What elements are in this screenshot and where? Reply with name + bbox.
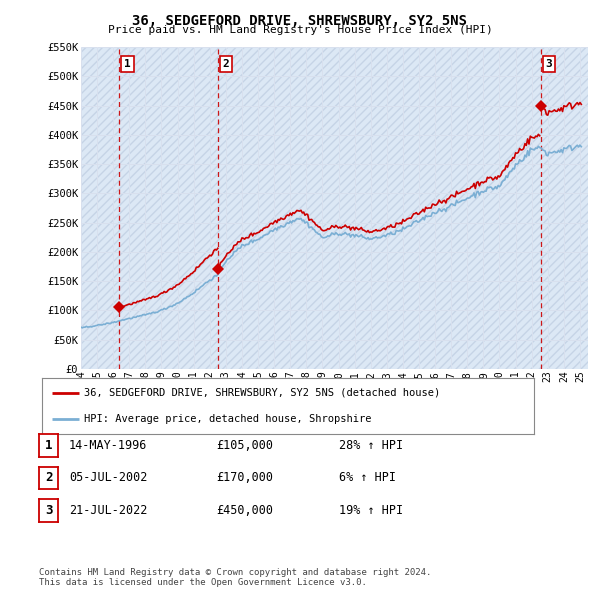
- Text: 21-JUL-2022: 21-JUL-2022: [69, 504, 148, 517]
- Text: 1: 1: [45, 439, 52, 452]
- Text: £450,000: £450,000: [216, 504, 273, 517]
- Text: £170,000: £170,000: [216, 471, 273, 484]
- Text: 36, SEDGEFORD DRIVE, SHREWSBURY, SY2 5NS (detached house): 36, SEDGEFORD DRIVE, SHREWSBURY, SY2 5NS…: [84, 388, 440, 398]
- Text: 19% ↑ HPI: 19% ↑ HPI: [339, 504, 403, 517]
- Text: 2: 2: [223, 59, 230, 69]
- Text: 36, SEDGEFORD DRIVE, SHREWSBURY, SY2 5NS: 36, SEDGEFORD DRIVE, SHREWSBURY, SY2 5NS: [133, 14, 467, 28]
- Text: £105,000: £105,000: [216, 439, 273, 452]
- Text: Price paid vs. HM Land Registry's House Price Index (HPI): Price paid vs. HM Land Registry's House …: [107, 25, 493, 35]
- Text: 05-JUL-2002: 05-JUL-2002: [69, 471, 148, 484]
- Text: HPI: Average price, detached house, Shropshire: HPI: Average price, detached house, Shro…: [84, 414, 371, 424]
- Text: Contains HM Land Registry data © Crown copyright and database right 2024.
This d: Contains HM Land Registry data © Crown c…: [39, 568, 431, 587]
- Text: 14-MAY-1996: 14-MAY-1996: [69, 439, 148, 452]
- Text: 3: 3: [545, 59, 552, 69]
- Text: 2: 2: [45, 471, 52, 484]
- Text: 3: 3: [45, 504, 52, 517]
- Text: 28% ↑ HPI: 28% ↑ HPI: [339, 439, 403, 452]
- Text: 1: 1: [124, 59, 131, 69]
- Text: 6% ↑ HPI: 6% ↑ HPI: [339, 471, 396, 484]
